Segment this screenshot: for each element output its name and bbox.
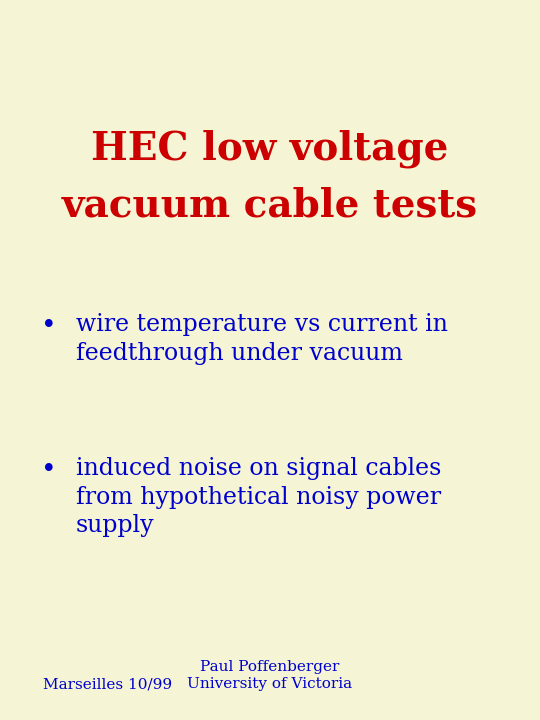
- Text: •: •: [41, 313, 56, 338]
- Text: Paul Poffenberger
University of Victoria: Paul Poffenberger University of Victoria: [187, 660, 353, 691]
- Text: wire temperature vs current in
feedthrough under vacuum: wire temperature vs current in feedthrou…: [76, 313, 448, 364]
- Text: HEC low voltage
vacuum cable tests: HEC low voltage vacuum cable tests: [62, 130, 478, 224]
- Text: •: •: [41, 457, 56, 482]
- Text: induced noise on signal cables
from hypothetical noisy power
supply: induced noise on signal cables from hypo…: [76, 457, 441, 537]
- Text: Marseilles 10/99: Marseilles 10/99: [43, 678, 172, 691]
